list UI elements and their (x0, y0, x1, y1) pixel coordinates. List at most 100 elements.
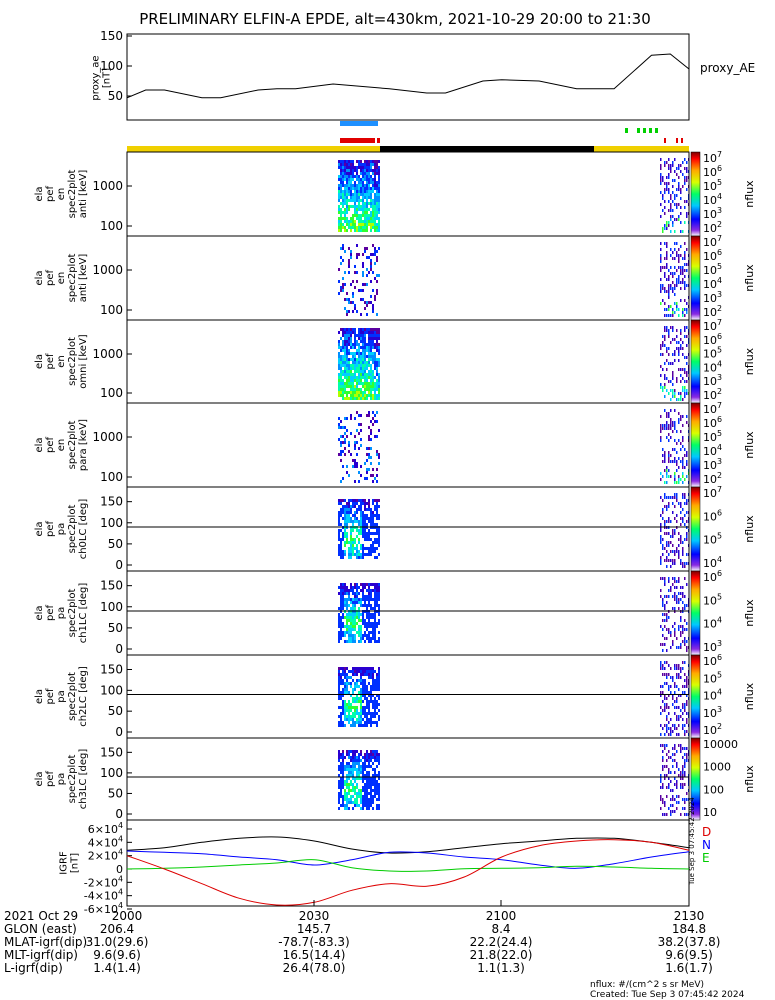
spectrogram-cell (662, 598, 664, 601)
spectrogram-cell (670, 209, 672, 212)
spectrogram-cell (360, 423, 362, 426)
colorbar-label: nflux (743, 515, 756, 543)
spectrogram-cell (360, 511, 362, 514)
spectrogram-cell (348, 349, 350, 352)
spectrogram-cell (678, 398, 680, 401)
footer-units: nflux: #/(cm^2 s sr MeV) (590, 980, 704, 990)
spectrogram-cell (682, 631, 684, 634)
spectrogram-cell (366, 414, 368, 417)
spectrogram-cell (368, 196, 370, 199)
spectrogram-cell (338, 798, 340, 801)
spectrogram-cell (376, 765, 378, 768)
spectrogram-cell (338, 535, 340, 538)
spectrogram-cell (364, 499, 366, 502)
spectrogram-cell (666, 565, 668, 568)
spectrogram-cell (348, 715, 350, 718)
fgm-tick (378, 138, 380, 143)
spectrogram-cell (668, 433, 670, 436)
spectrogram-cell (374, 178, 376, 181)
spectrogram-cell (346, 682, 348, 685)
spectrogram-cell (678, 341, 680, 344)
spectrogram-cell (682, 472, 684, 475)
spectrogram-cell (376, 759, 378, 762)
spectrogram-cell (370, 547, 372, 550)
spectrogram-cell (368, 547, 370, 550)
spectrogram-cell (356, 595, 358, 598)
spectrogram-cell (360, 520, 362, 523)
spectrogram-cell (682, 541, 684, 544)
spectrogram-cell (372, 480, 374, 483)
spectrogram-cell (342, 259, 344, 262)
spectrogram-cell (370, 712, 372, 715)
spectrogram-cell (358, 160, 360, 163)
ylabel-text: pef (45, 437, 56, 454)
spectrogram-cell (370, 178, 372, 181)
colorbar-tick-label: 102 (703, 722, 722, 737)
spectrogram-cell (684, 389, 686, 392)
spectrogram-cell (342, 379, 344, 382)
spectrogram-cell (348, 619, 350, 622)
spectrogram-cell (682, 517, 684, 520)
spectrogram-cell (676, 750, 678, 753)
spectrogram-cell (358, 196, 360, 199)
spectrogram-cell (376, 780, 378, 783)
spectrogram-cell (372, 631, 374, 634)
spectrogram-cell (346, 394, 348, 397)
spectrogram-cell (376, 786, 378, 789)
spectrogram-cell (344, 601, 346, 604)
spectrogram-cell (370, 364, 372, 367)
spectrogram-cell (374, 679, 376, 682)
spectrogram-cell (352, 346, 354, 349)
spectrogram-cell (364, 762, 366, 765)
spectrogram-cell (376, 229, 378, 232)
spectrogram-cell (376, 250, 378, 253)
spectrogram-cell (356, 583, 358, 586)
spectrogram-cell (374, 706, 376, 709)
spectrogram-cell (368, 676, 370, 679)
spectrogram-cell (344, 553, 346, 556)
spectrogram-cell (348, 508, 350, 511)
spectrogram-cell (376, 523, 378, 526)
spectrogram-cell (358, 721, 360, 724)
spectrogram-cell (364, 640, 366, 643)
spectrogram-cell (662, 341, 664, 344)
spectrogram-cell (368, 691, 370, 694)
spectrogram-cell (366, 166, 368, 169)
spectrogram-cell (668, 756, 670, 759)
xaxis-tick-label: 2000 (112, 909, 143, 923)
spectrogram-cell (356, 208, 358, 211)
spectrogram-cell (356, 256, 358, 259)
spectrogram-cell (374, 202, 376, 205)
spectrogram-cell (666, 227, 668, 230)
spectrogram-cell (354, 667, 356, 670)
spectrogram-cell (358, 789, 360, 792)
spectrogram-cell (338, 426, 340, 429)
spectrogram-cell (340, 780, 342, 783)
spectrogram-cell (340, 718, 342, 721)
spectrogram-cell (680, 676, 682, 679)
spectrogram-cell (660, 777, 662, 780)
spectrogram-cell (340, 361, 342, 364)
spectrogram-cell (346, 379, 348, 382)
spectrogram-ytick-label: 100 (100, 303, 123, 317)
spectrogram-cell (350, 193, 352, 196)
spectrogram-cell (678, 592, 680, 595)
spectrogram-cell (352, 777, 354, 780)
spectrogram-cell (344, 765, 346, 768)
spectrogram-cell (370, 295, 372, 298)
spectrogram-cell (674, 272, 676, 275)
spectrogram-cell (358, 628, 360, 631)
spectrogram-cell (360, 178, 362, 181)
spectrogram-cell (666, 759, 668, 762)
spectrogram-cell (372, 184, 374, 187)
spectrogram-cell (356, 520, 358, 523)
spectrogram-cell (366, 703, 368, 706)
spectrogram-cell (668, 496, 670, 499)
spectrogram-cell (682, 269, 684, 272)
spectrogram-cell (356, 271, 358, 274)
spectrogram-cell (340, 676, 342, 679)
spectrogram-cell (368, 721, 370, 724)
spectrogram-cell (364, 804, 366, 807)
spectrogram-cell (678, 646, 680, 649)
